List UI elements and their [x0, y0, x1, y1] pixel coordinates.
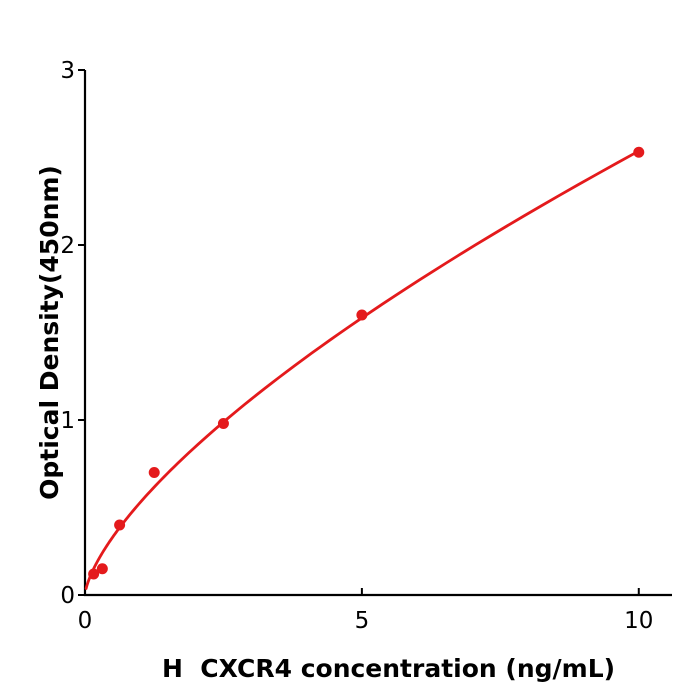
x-tick-label: 5: [355, 608, 370, 634]
y-tick-label: 1: [60, 408, 75, 434]
x-axis-title: H CXCR4 concentration (ng/mL): [162, 654, 615, 683]
y-tick-label: 2: [60, 233, 75, 259]
x-tick-label: 10: [624, 608, 653, 634]
data-point: [148, 467, 160, 478]
data-point: [88, 568, 100, 580]
data-point: [96, 563, 108, 575]
x-tick-label: 0: [78, 608, 93, 634]
y-tick-label: 0: [60, 583, 75, 609]
data-point: [217, 418, 229, 429]
y-axis-title: Optical Density(450nm): [35, 165, 64, 500]
y-tick-label: 3: [60, 58, 75, 84]
fit-curve: [84, 149, 641, 590]
data-point: [356, 309, 368, 321]
data-point: [633, 146, 645, 158]
data-point: [114, 519, 126, 531]
